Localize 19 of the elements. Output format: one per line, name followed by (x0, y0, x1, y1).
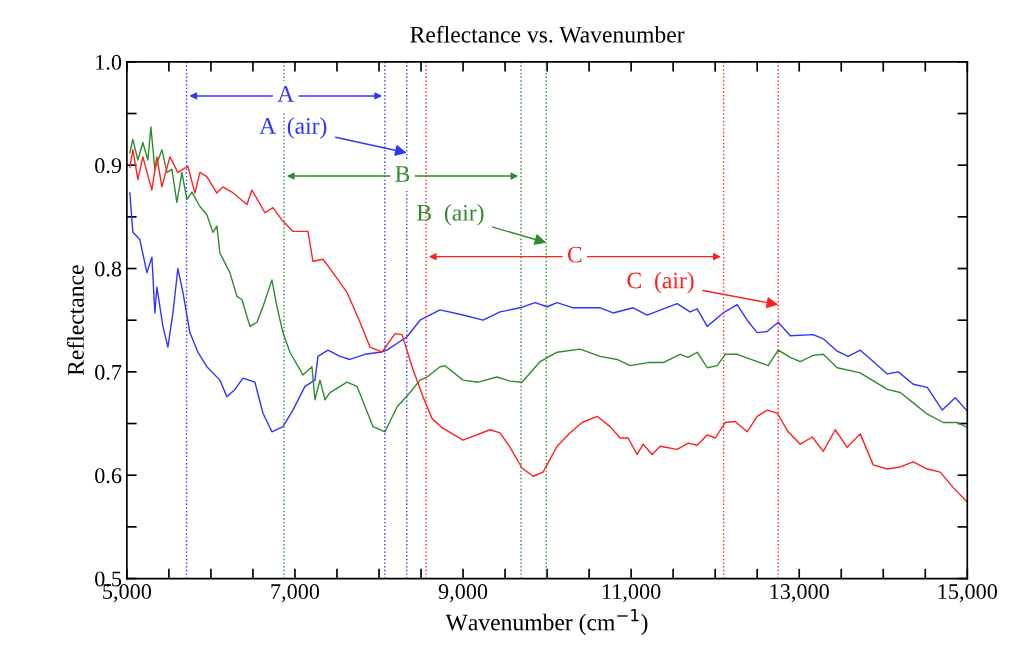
y-tick-label: 0.7 (95, 364, 122, 380)
x-tick-label: 15,000 (938, 584, 997, 603)
y-tick-label: 0.9 (95, 158, 122, 174)
x-tick-label: 7,000 (271, 584, 320, 603)
y-axis-title: Reflectance (67, 265, 84, 376)
y-tick-label: 0.8 (95, 261, 122, 277)
y-tick-label: 0.6 (95, 468, 122, 484)
x-tick-label: 13,000 (770, 584, 829, 603)
annotation: A (air) (259, 117, 327, 139)
chart-title: Reflectance vs. Wavenumber (410, 25, 685, 43)
annotation: B (395, 166, 410, 182)
y-tick-label: 1.0 (96, 54, 122, 70)
annotation: C (567, 246, 582, 263)
x-axis-title: Wavenumber (cm$^{−1}$) (445, 609, 648, 636)
annotation: B (air) (417, 204, 484, 226)
x-tick-label: 9,000 (438, 584, 488, 603)
annotation: A (277, 86, 295, 102)
x-tick-label: 11,000 (602, 584, 661, 603)
annotation: C (air) (627, 271, 694, 294)
